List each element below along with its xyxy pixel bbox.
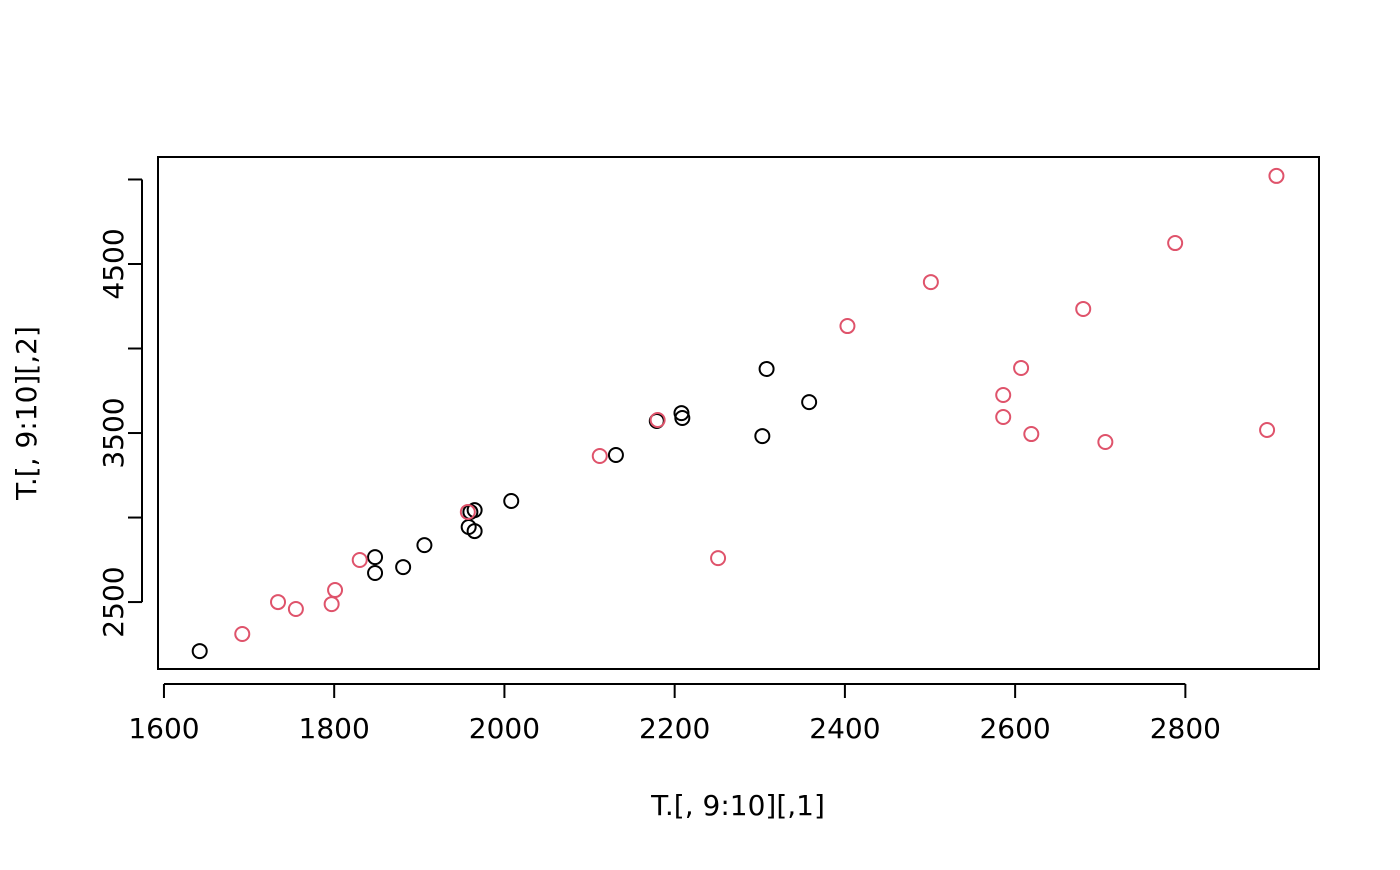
- y-tick-label: 4500: [97, 228, 130, 299]
- point: [191, 643, 208, 660]
- point: [327, 582, 344, 599]
- point: [758, 360, 775, 377]
- point: [367, 564, 384, 581]
- point: [351, 551, 368, 568]
- x-tick-label: 1800: [299, 712, 370, 745]
- y-tick-label: 3500: [97, 397, 130, 468]
- point: [591, 448, 608, 465]
- plot-frame: [157, 156, 1320, 670]
- point: [649, 412, 666, 429]
- point: [1013, 359, 1030, 376]
- point: [1259, 421, 1276, 438]
- point: [287, 600, 304, 617]
- point: [607, 447, 624, 464]
- point: [270, 594, 287, 611]
- point: [416, 537, 433, 554]
- y-tick-label: 2500: [97, 566, 130, 637]
- point: [1097, 433, 1114, 450]
- point: [459, 503, 476, 520]
- point: [367, 549, 384, 566]
- point: [395, 559, 412, 576]
- point: [674, 409, 691, 426]
- x-tick-label: 2800: [1150, 712, 1221, 745]
- point: [466, 523, 483, 540]
- x-axis-label: T.[, 9:10][,1]: [650, 789, 825, 822]
- point: [754, 428, 771, 445]
- point: [1023, 426, 1040, 443]
- point: [1167, 235, 1184, 252]
- point: [1268, 167, 1285, 184]
- point: [995, 386, 1012, 403]
- point: [1075, 300, 1092, 317]
- x-tick-label: 2000: [469, 712, 540, 745]
- x-tick-label: 1600: [128, 712, 199, 745]
- point: [234, 626, 251, 643]
- point: [801, 394, 818, 411]
- point: [839, 318, 856, 335]
- point: [922, 274, 939, 291]
- x-tick-label: 2600: [979, 712, 1050, 745]
- point: [323, 596, 340, 613]
- point: [995, 408, 1012, 425]
- point: [503, 492, 520, 509]
- point: [710, 550, 727, 567]
- x-tick-label: 2400: [809, 712, 880, 745]
- x-tick-label: 2200: [639, 712, 710, 745]
- y-axis-label: T.[, 9:10][,2]: [10, 326, 43, 501]
